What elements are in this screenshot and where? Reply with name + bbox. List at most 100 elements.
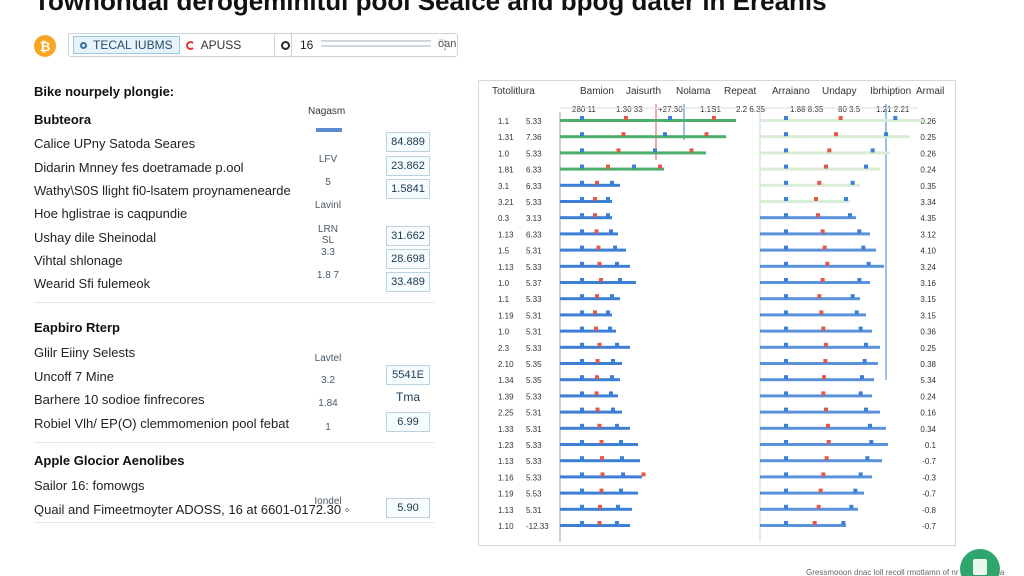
bar-peak (784, 423, 788, 428)
value-field[interactable]: 1.5841 (386, 179, 430, 199)
bar-peak (600, 472, 605, 477)
bar-peak (600, 456, 604, 461)
bar-peak (784, 456, 788, 461)
bar-peak (668, 116, 672, 120)
bar-peak (864, 342, 868, 347)
bar (760, 362, 878, 365)
bar-peak (821, 326, 826, 331)
list-item[interactable]: Robiel Vlh/ EP(O) clemmomenion pool feba… (34, 412, 434, 436)
bar-peak (784, 278, 788, 282)
bar (760, 135, 910, 139)
bar-peak (864, 164, 868, 169)
bar-peak (893, 116, 898, 120)
slider-handle[interactable] (316, 128, 342, 132)
list-item[interactable]: Didarin Mnney fes doetramade p.ool LFV 2… (34, 154, 434, 180)
row-meta: 3.3 (321, 247, 335, 258)
value-field[interactable]: 31.662 (386, 226, 430, 246)
search-input[interactable]: 16 ⋮ (274, 33, 458, 57)
value-field[interactable]: 33.489 (386, 272, 430, 292)
bar (560, 248, 626, 252)
refresh-icon (185, 40, 195, 50)
right-value-label: 3.16 (920, 279, 936, 288)
bar (560, 216, 612, 220)
bar (760, 248, 876, 252)
list-item[interactable]: Glilr Eiiny Selests Lavtel (34, 343, 434, 365)
right-value-label: 3.34 (920, 198, 936, 207)
right-value-label: -0.7 (922, 490, 936, 499)
value-field[interactable]: 5.90 (386, 498, 430, 518)
row-index-label: 1.16 (498, 473, 514, 482)
column-header: Bamion (580, 86, 614, 97)
section-divider (34, 302, 434, 303)
right-value-label: 3.12 (920, 230, 936, 239)
bar-peak (825, 261, 830, 266)
bitcoin-icon[interactable]: ₿ (34, 35, 56, 57)
list-item[interactable]: Ushay dile Sheinodal LRN SL 31.662 (34, 224, 434, 250)
bar (760, 313, 866, 317)
bar-peak (595, 407, 600, 412)
bar-peak (818, 488, 823, 493)
bar-peak (712, 116, 716, 120)
row-label: Wearid Sfi fulemeok (34, 276, 151, 291)
bar (560, 378, 620, 382)
bar-peak (580, 521, 584, 525)
bar (560, 475, 642, 479)
bar-peak (610, 375, 614, 380)
list-item[interactable]: Calice UPny Satoda Seares 84.889 (34, 128, 434, 156)
bar-peak (595, 359, 600, 363)
toolbar-side-label: öan (438, 38, 457, 50)
section-divider (34, 442, 434, 443)
bar (560, 426, 630, 430)
bar-peak (784, 440, 788, 444)
section-divider (34, 522, 434, 523)
bar-peak (824, 342, 828, 347)
right-value-label: -0.7 (922, 522, 936, 531)
bar (760, 200, 850, 203)
tab-tecal-iubms[interactable]: TECAL IUBMS (73, 36, 180, 54)
list-item[interactable]: Quail and Fimeetmoyter ADOSS, 16 at 6601… (34, 496, 434, 522)
list-item[interactable]: Barhere 10 sodioe finfrecores 1.84 Tma (34, 390, 434, 412)
row-label: Barhere 10 sodioe finfrecores (34, 392, 205, 407)
list-item[interactable]: Hoe hglistrae is caqpundie Lavinl (34, 200, 434, 226)
list-item[interactable]: Vihtal shlonage 3.3 28.698 (34, 247, 434, 273)
row-index-label: 3.21 (498, 198, 514, 207)
left-value-label: 5.33 (526, 344, 542, 353)
row-label: Ushay dile Sheinodal (34, 230, 157, 245)
kebab-menu-icon[interactable]: ⋮ (439, 38, 451, 52)
section-heading: Eapbiro Rterp (34, 320, 120, 335)
row-index-label: 2.3 (498, 344, 510, 353)
row-meta: 1.84 (318, 398, 338, 409)
bar-peak (609, 229, 613, 234)
list-item[interactable]: Wathy\S0S llight fi0-lsatem proynamenear… (34, 177, 434, 203)
bar (560, 281, 636, 284)
document-fab-button[interactable] (960, 549, 1000, 576)
bar-peak (819, 310, 824, 315)
value-field[interactable]: 84.889 (386, 132, 430, 152)
row-index-label: 0.3 (498, 214, 510, 223)
bar-peak (595, 375, 599, 380)
bar-peak (632, 164, 636, 169)
value-field[interactable]: 5541E (386, 365, 430, 385)
bar-peak (641, 472, 646, 477)
bar-peak (653, 148, 657, 153)
list-item[interactable]: Sailor 16: fomowgs (34, 476, 434, 498)
bar-peak (606, 213, 610, 218)
right-value-label: 3.15 (920, 295, 936, 304)
value-field[interactable]: 23.862 (386, 156, 430, 176)
bar-peak (580, 310, 584, 315)
right-value-label: 0.16 (920, 409, 936, 418)
list-item[interactable]: Uncoff 7 Mine 3.2 5541E (34, 365, 434, 389)
bar-peak (580, 342, 584, 347)
value-field[interactable]: 28.698 (386, 249, 430, 269)
bar-peak (857, 278, 862, 282)
bar-peak (784, 375, 788, 380)
tab-label: APUSS (200, 38, 242, 52)
tick-label: 1.1S1 (700, 105, 721, 114)
bar (760, 183, 860, 187)
list-item[interactable]: Wearid Sfi fulemeok 1.8 7 33.489 (34, 270, 434, 296)
bar-peak (784, 197, 788, 201)
value-field[interactable]: 6.99 (386, 412, 430, 432)
bar-peak (597, 423, 602, 428)
bar-peak (611, 407, 615, 412)
tab-apuss[interactable]: APUSS (180, 36, 248, 54)
